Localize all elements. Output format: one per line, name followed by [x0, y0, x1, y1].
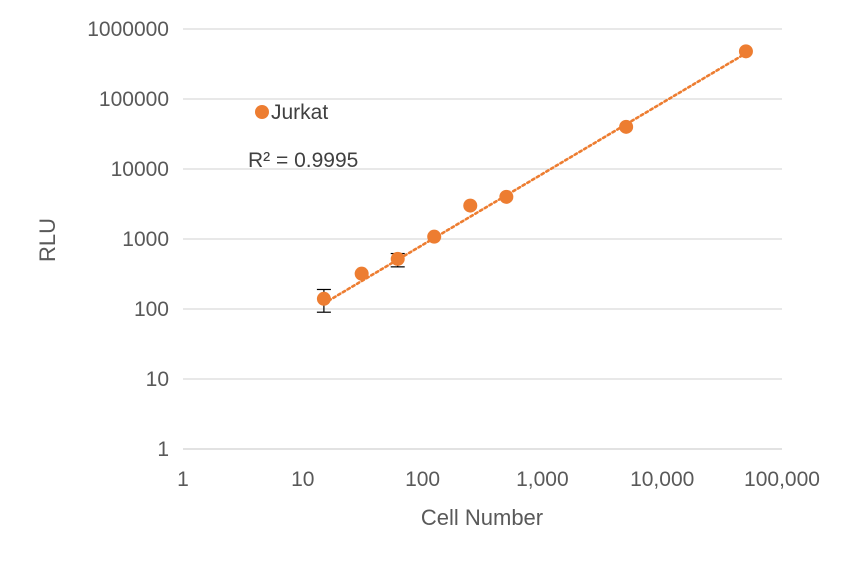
y-tick-label: 100000: [99, 88, 169, 111]
x-axis-ticks: 1 10 100 1,000 10,000 100,000: [177, 468, 820, 491]
y-tick-label: 1000: [122, 228, 169, 251]
x-tick-label: 100,000: [744, 468, 820, 491]
y-axis-ticks: 1 10 100 1000 10000 100000 1000000: [87, 18, 169, 461]
x-tick-label: 10,000: [630, 468, 694, 491]
trendline-line: [322, 51, 748, 305]
legend: Jurkat: [255, 101, 328, 124]
x-tick-label: 1: [177, 468, 189, 491]
legend-marker: [255, 105, 269, 119]
data-point: [390, 251, 405, 266]
y-axis-title: RLU: [35, 218, 60, 262]
x-tick-label: 1,000: [516, 468, 569, 491]
trendline: [322, 51, 748, 305]
data-point: [738, 44, 753, 59]
grid-lines: [183, 28, 782, 380]
data-point: [354, 266, 369, 281]
y-tick-label: 10000: [111, 158, 169, 181]
data-points: [316, 44, 753, 306]
x-tick-label: 100: [405, 468, 440, 491]
x-axis-title: Cell Number: [421, 505, 543, 530]
data-point: [499, 189, 514, 204]
y-tick-label: 10: [146, 368, 169, 391]
y-tick-label: 100: [134, 298, 169, 321]
r-squared-label: R² = 0.9995: [248, 149, 358, 172]
data-point: [316, 291, 331, 306]
y-tick-label: 1000000: [87, 18, 169, 41]
data-point: [427, 229, 442, 244]
legend-label: Jurkat: [271, 101, 328, 124]
data-point: [619, 119, 634, 134]
data-point: [463, 198, 478, 213]
x-tick-label: 10: [291, 468, 314, 491]
y-tick-label: 1: [157, 438, 169, 461]
